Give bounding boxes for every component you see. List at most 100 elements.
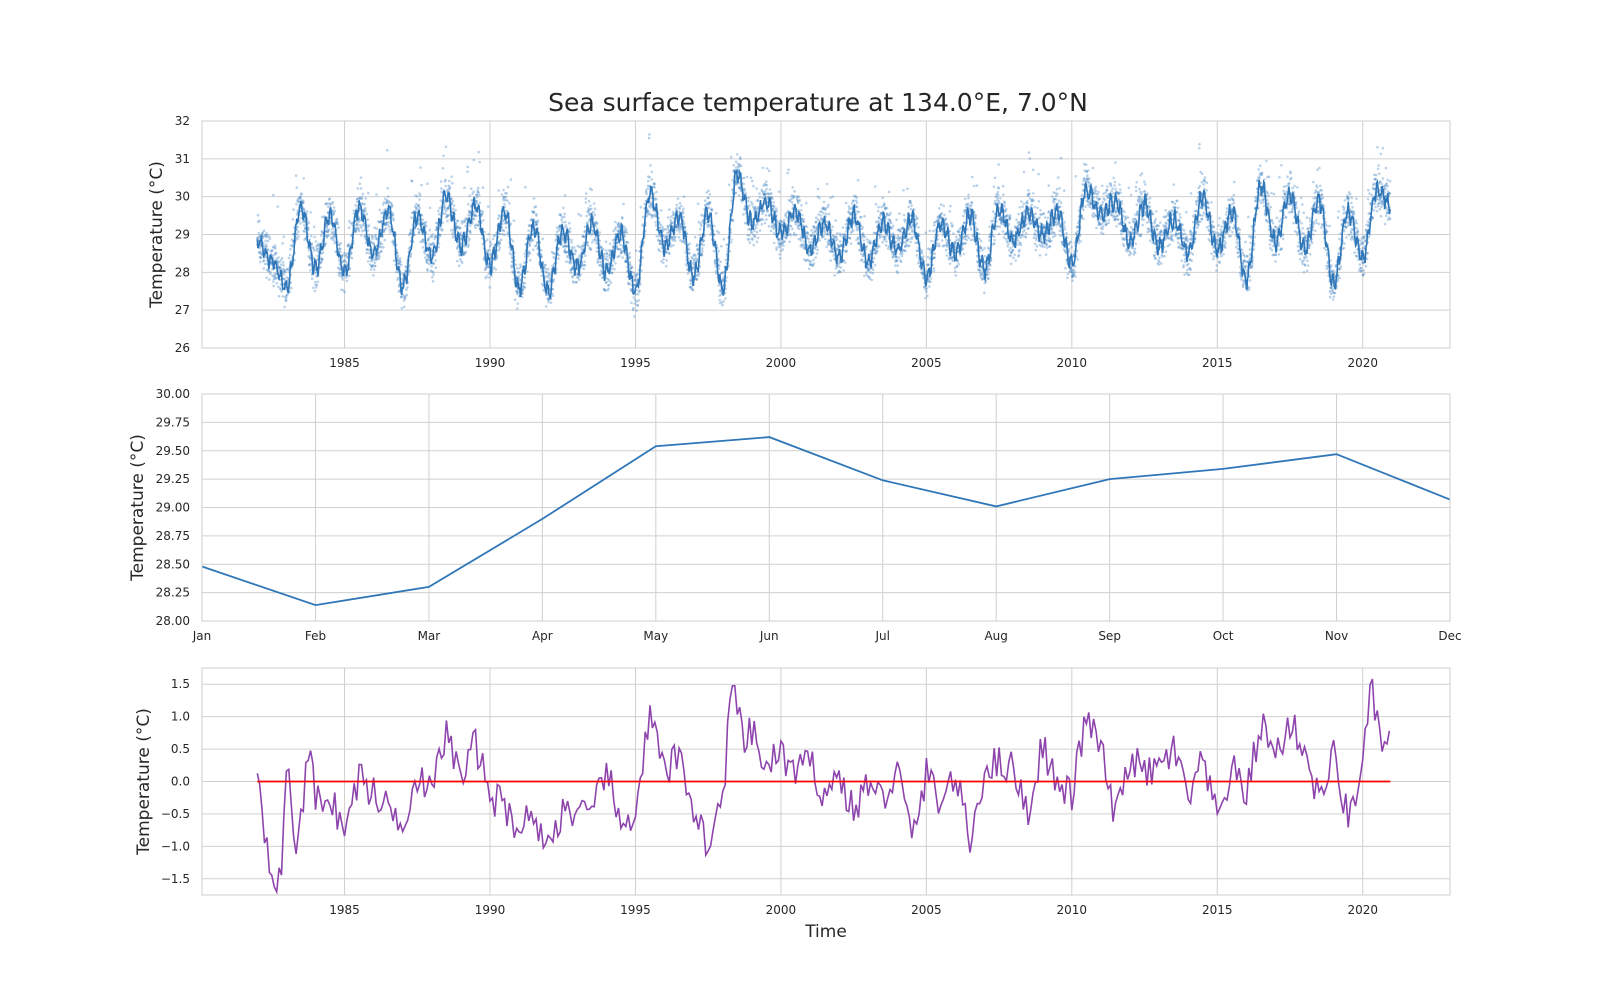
panel1-raw-point <box>636 272 639 276</box>
panel1-raw-point <box>564 224 568 227</box>
panel1-raw-point <box>703 199 707 202</box>
panel1-raw-point <box>587 207 590 210</box>
panel1-raw-point <box>678 207 682 211</box>
panel1-raw-point <box>920 251 924 255</box>
panel1-raw-point <box>831 195 835 198</box>
panel1-raw-point <box>930 239 933 243</box>
panel1-raw-point <box>291 232 295 236</box>
panel1-raw-point <box>540 254 543 258</box>
panel1-raw-point <box>544 267 548 271</box>
panel1-raw-point <box>265 268 269 272</box>
panel1-raw-point <box>378 242 382 246</box>
panel1-raw-point <box>781 248 785 251</box>
panel1-raw-point <box>354 220 358 224</box>
panel1-raw-point <box>368 251 371 255</box>
panel1-raw-point <box>791 186 794 189</box>
panel1-raw-point <box>792 231 796 235</box>
panel1-raw-point <box>927 263 930 266</box>
panel1-raw-point <box>1016 239 1020 242</box>
panel1-raw-point <box>263 262 267 266</box>
panel1-raw-point <box>287 256 291 260</box>
panel1-raw-point <box>877 205 880 209</box>
panel1-raw-point <box>1001 184 1005 188</box>
panel1-raw-point <box>747 199 750 203</box>
panel1-raw-point <box>825 245 828 249</box>
panel1-raw-point <box>383 208 387 211</box>
panel1-raw-point <box>517 271 520 275</box>
panel1-raw-point <box>633 302 636 305</box>
panel1-raw-point <box>1032 236 1036 240</box>
panel1-raw-point <box>468 224 472 227</box>
panel1-raw-point <box>1023 229 1026 232</box>
panel1-raw-point <box>426 261 429 265</box>
panel1-raw-point <box>349 234 353 237</box>
panel1-raw-point <box>748 204 751 207</box>
panel1-raw-point <box>834 219 837 222</box>
panel1-raw-point <box>265 276 268 280</box>
panel1-raw-point <box>1033 216 1036 220</box>
panel1-raw-point <box>898 212 901 215</box>
panel1-raw-point <box>360 226 363 229</box>
panel1-raw-point <box>687 247 691 250</box>
panel1-raw-point <box>483 230 486 234</box>
panel1-raw-point <box>425 254 429 257</box>
panel1-raw-point <box>285 293 289 297</box>
panel1-raw-point <box>755 187 758 190</box>
panel1-raw-point <box>669 218 672 222</box>
panel1-raw-point <box>860 258 864 261</box>
panel1-raw-point <box>375 193 378 196</box>
panel1-raw-point <box>920 249 924 252</box>
panel1-raw-point <box>523 282 526 285</box>
panel1-raw-point <box>392 241 395 245</box>
panel1-raw-point <box>786 171 790 175</box>
panel1-raw-point <box>326 230 329 233</box>
panel1-raw-point <box>363 234 367 237</box>
panel1-raw-point <box>582 264 586 267</box>
panel1-raw-point <box>290 286 293 290</box>
panel1-raw-point <box>764 180 768 183</box>
panel1-raw-point <box>409 231 412 234</box>
panel1-raw-point <box>402 299 406 302</box>
panel1-raw-point <box>1038 216 1041 219</box>
panel1-raw-point <box>325 236 329 239</box>
panel1-raw-point <box>317 243 320 247</box>
panel1-raw-point <box>559 214 563 217</box>
panel1-raw-point <box>979 239 983 243</box>
panel1-raw-point <box>654 224 658 227</box>
panel1-raw-point <box>1047 210 1051 213</box>
panel1-raw-point <box>778 238 781 242</box>
panel1-raw-point <box>338 247 342 250</box>
panel1-raw-point <box>988 225 991 229</box>
panel1-raw-point <box>358 196 362 199</box>
panel1-raw-point <box>487 205 490 208</box>
panel1-raw-point <box>497 241 500 245</box>
panel1-raw-point <box>885 206 889 210</box>
panel1-raw-point <box>333 209 337 213</box>
panel1-raw-point <box>487 249 491 252</box>
panel1-raw-point <box>1050 195 1054 198</box>
panel1-raw-point <box>896 259 899 262</box>
panel1-raw-point <box>297 200 301 203</box>
panel1-raw-point <box>1004 207 1008 211</box>
panel1-raw-point <box>492 234 496 238</box>
panel1-raw-point <box>577 278 581 282</box>
panel1-raw-point <box>887 190 891 194</box>
panel1-raw-point <box>410 179 414 183</box>
panel1-raw-point <box>590 188 594 192</box>
panel1-raw-point <box>517 275 521 278</box>
panel1-raw-point <box>581 263 584 266</box>
panel1-raw-point <box>590 232 594 235</box>
panel1-raw-point <box>907 205 911 209</box>
panel1-raw-point <box>574 280 578 284</box>
panel1-raw-point <box>299 192 303 195</box>
panel1-raw-point <box>1035 244 1039 248</box>
panel1-raw-point <box>876 249 879 253</box>
panel1-raw-point <box>477 150 481 154</box>
panel1-raw-point <box>574 249 577 252</box>
panel1-raw-point <box>509 178 513 181</box>
panel1-raw-point <box>349 252 353 255</box>
panel1-raw-point <box>421 238 424 242</box>
panel1-raw-point <box>964 197 967 201</box>
panel1-raw-point <box>380 242 384 246</box>
panel1-raw-point <box>605 281 608 284</box>
